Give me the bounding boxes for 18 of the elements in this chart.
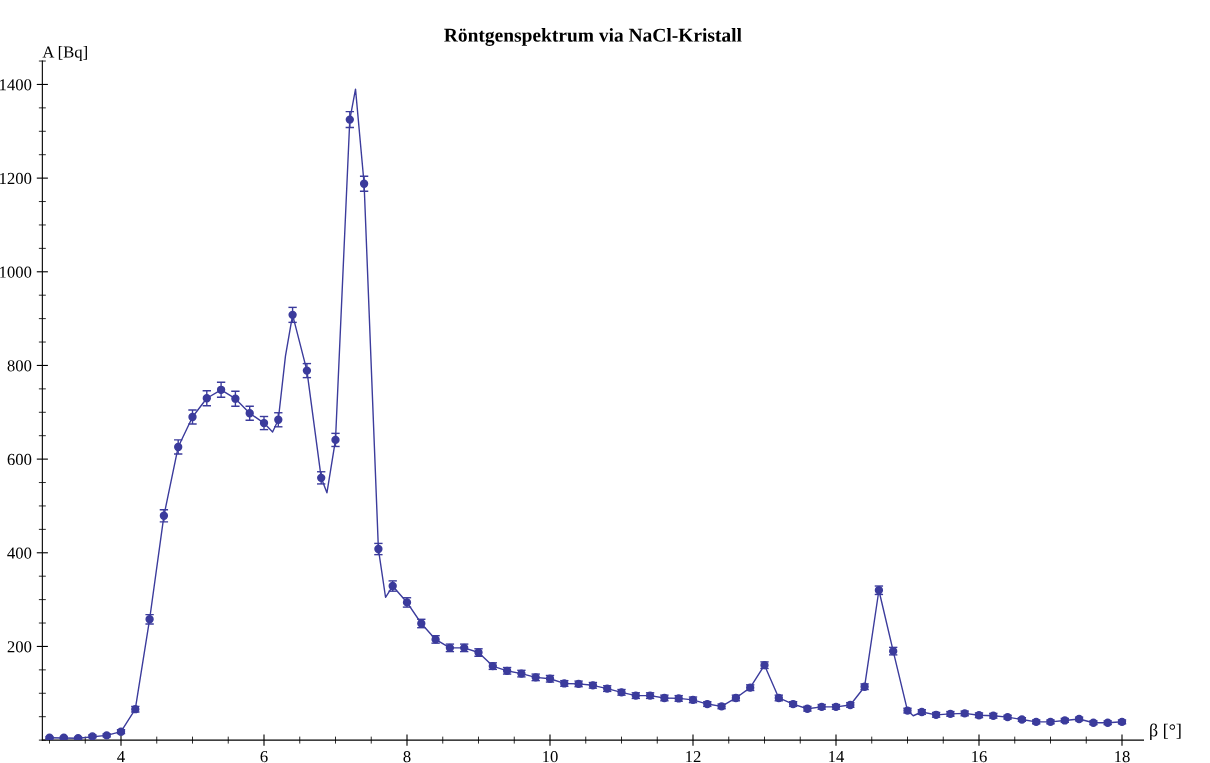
x-tick-label: 14: [829, 751, 845, 763]
x-axis-title: β [°]: [1150, 723, 1181, 741]
x-tick-label: 12: [686, 751, 701, 763]
x-tick-label: 10: [543, 751, 558, 763]
y-tick-label: 600: [7, 453, 32, 466]
y-tick-label: 200: [7, 641, 32, 653]
y-tick-label: 800: [7, 360, 32, 372]
y-axis-title: A [Bq]: [42, 45, 87, 62]
y-tick-label: 1000: [0, 266, 32, 278]
y-tick-label: 400: [7, 547, 32, 559]
x-tick-label: 16: [972, 751, 987, 763]
x-tick-label: 18: [1115, 751, 1130, 763]
y-tick-label: 1200: [0, 172, 32, 185]
x-tick-label: 4: [117, 751, 125, 763]
x-tick-label: 8: [403, 751, 411, 763]
chart-title: Röntgenspektrum via NaCl-Kristall: [444, 28, 742, 46]
x-tick-label: 6: [260, 751, 268, 763]
y-tick-label: 1400: [0, 79, 32, 91]
